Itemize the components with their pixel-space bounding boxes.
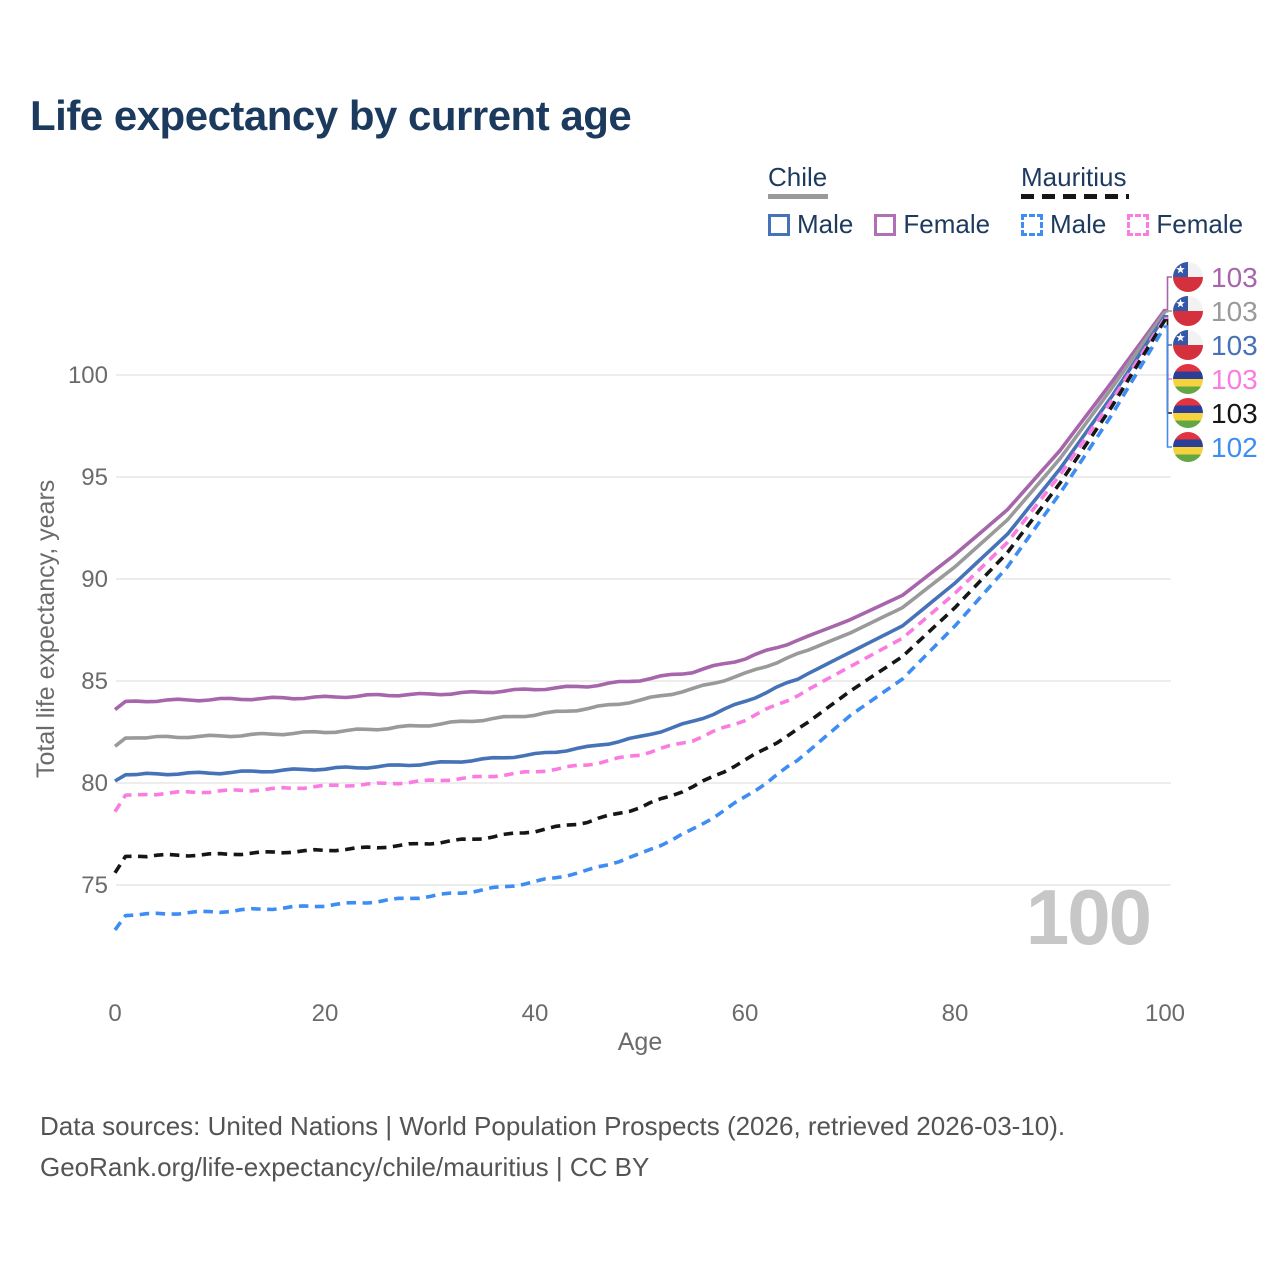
x-axis-title: Age (617, 1028, 663, 1056)
endpoint-label: 103 (1211, 398, 1258, 429)
legend-country-mauritius[interactable]: Mauritius (1021, 162, 1127, 192)
endpoint-label: 103 (1211, 364, 1258, 395)
axis-tick-labels: 75 80 85 90 95 100 0 20 40 60 80 100 (68, 362, 1185, 1027)
y-tick-label: 80 (81, 770, 108, 797)
x-tick-label: 40 (522, 1000, 549, 1027)
age-counter-watermark: 100 (1025, 873, 1152, 961)
endpoint-label: 103 (1211, 262, 1258, 293)
y-tick-label: 85 (81, 668, 108, 695)
legend-group-mauritius: Mauritius Male Female (1021, 163, 1243, 240)
y-tick-label: 100 (68, 362, 108, 389)
x-tick-label: 60 (732, 1000, 759, 1027)
endpoint-connector (1164, 325, 1172, 448)
mauritius-flag-icon (1173, 398, 1203, 428)
chile-flag-icon (1173, 330, 1203, 360)
endpoint-connector (1164, 310, 1172, 313)
y-tick-label: 90 (81, 566, 108, 593)
chile-line-sample (768, 194, 828, 199)
x-tick-label: 20 (312, 1000, 339, 1027)
chile-female-label[interactable]: Female (903, 209, 991, 239)
endpoint-label: 103 (1211, 330, 1258, 361)
chile-flag-icon (1173, 296, 1203, 326)
mauritius-flag-icon (1173, 432, 1203, 462)
endpoint-label: 103 (1211, 296, 1258, 327)
series-line-chile-male (114, 314, 1167, 783)
mauritius-female-swatch-icon[interactable] (1127, 213, 1150, 236)
legend-country-chile[interactable]: Chile (768, 162, 828, 192)
y-tick-label: 75 (81, 872, 108, 899)
x-tick-label: 0 (108, 1000, 121, 1027)
chile-male-swatch-icon[interactable] (768, 213, 790, 236)
mauritius-line-sample (1021, 194, 1129, 199)
endpoint-label: 102 (1211, 432, 1258, 463)
x-tick-label: 80 (942, 1000, 969, 1027)
endpoint-flags (1173, 262, 1203, 462)
gridlines (116, 374, 1171, 886)
mauritius-flag-icon (1173, 364, 1203, 394)
y-tick-label: 95 (81, 464, 108, 491)
chile-female-swatch-icon[interactable] (874, 213, 897, 236)
chart-title: Life expectancy by current age (30, 92, 632, 139)
endpoint-connectors (1164, 276, 1172, 448)
mauritius-male-swatch-icon[interactable] (1021, 213, 1043, 236)
chile-flag-icon (1173, 262, 1203, 292)
footer-attribution: GeoRank.org/life-expectancy/chile/maurit… (40, 1152, 650, 1182)
series-line-chile-both (113, 310, 1167, 748)
series-line-mauritius-female (113, 316, 1167, 813)
mauritius-female-label[interactable]: Female (1156, 209, 1244, 239)
endpoint-connector (1164, 276, 1172, 311)
legend-group-chile: Chile Male Female (768, 163, 990, 240)
series-line-mauritius-male (113, 325, 1167, 931)
mauritius-male-label[interactable]: Male (1050, 209, 1107, 239)
x-tick-label: 100 (1145, 1000, 1185, 1027)
series-line-chile-female (113, 308, 1167, 712)
footer-data-sources: Data sources: United Nations | World Pop… (40, 1111, 1066, 1141)
series-lines (113, 308, 1167, 931)
chile-male-label[interactable]: Male (797, 209, 854, 239)
y-axis-title: Total life expectancy, years (32, 479, 60, 778)
footer: Data sources: United Nations | World Pop… (40, 1106, 1065, 1188)
series-line-mauritius-both (113, 318, 1167, 874)
